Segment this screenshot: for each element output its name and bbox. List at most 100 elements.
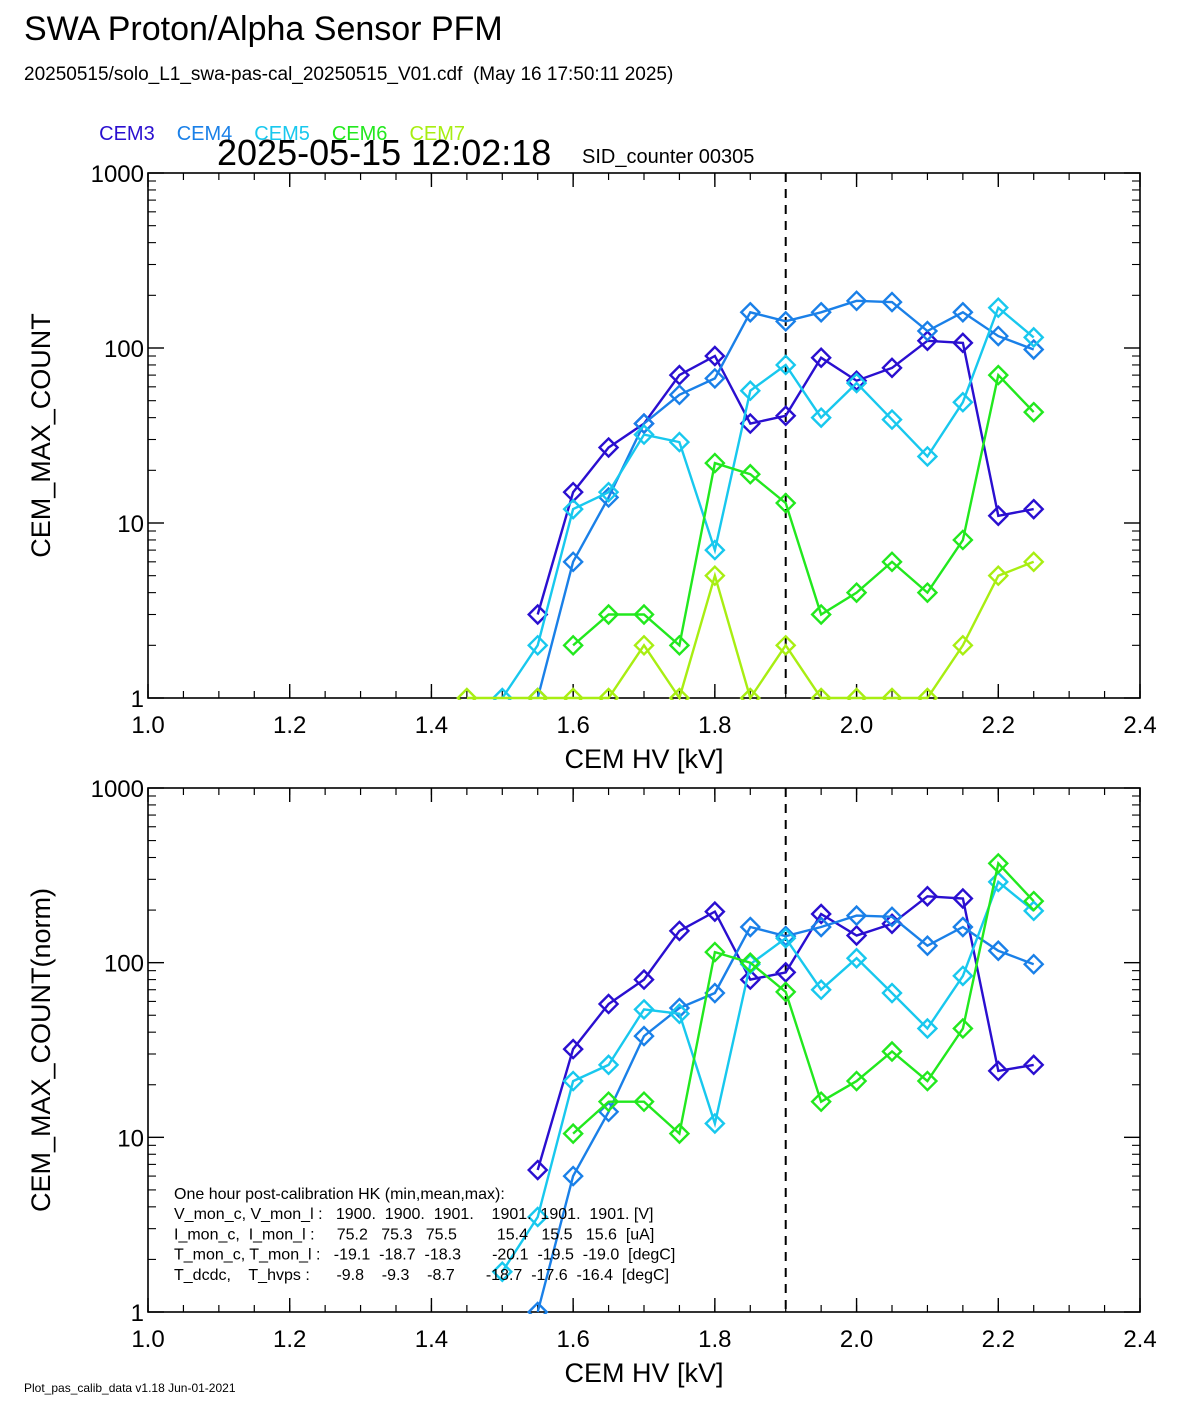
plot2-series-cem6-point [633,1090,655,1113]
plot2-series-cem5-point [491,1261,513,1283]
plot1-series-cem7-point [987,564,1009,587]
plot1-series-cem5-point [775,354,797,376]
plot2-series-cem3-point [597,993,620,1015]
plot1-yaxis-label: CEM_MAX_COUNT [26,313,56,558]
plot2-series-cem5-point [881,982,903,1004]
plot1-series-cem4-point [668,384,691,406]
hk-text-line: I_mon_c, I_mon_l : 75.2 75.3 75.5 15.4 1… [174,1226,654,1243]
plot1-ytick-label: 100 [104,336,144,363]
plot2-series-cem5-point [597,1054,620,1076]
plot2-series-cem5-point [916,1017,939,1040]
plot1-series-cem5-point [527,634,549,657]
plot1-series-cem4-point [633,412,655,435]
plot2-series-cem3-point [704,900,726,923]
plot2-xaxis-label: CEM HV [kV] [564,1358,723,1388]
plot2-series-cem3-point [668,920,691,942]
plot1-series-cem7-point [633,634,655,657]
plot2-series-cem4-point [704,982,726,1004]
plot2-series-cem6-point [668,1122,691,1145]
plot1-series-cem4-point [1023,338,1045,361]
plot1-xtick-label: 2.4 [1123,712,1156,739]
plot2-series-cem4-point [810,916,832,938]
hk-text-line: T_dcdc, T_hvps : -9.8 -9.3 -8.7 -18.7 -1… [174,1267,669,1284]
plot2-series-cem4-point [775,925,797,947]
plot1-series-cem5-point [739,380,761,402]
plot1-ytick-label: 1 [131,686,144,713]
plot1-xtick-label: 1.4 [415,712,448,739]
plot1-series-cem5-point [987,296,1009,319]
plot1-series-cem6-line [572,372,1035,648]
plot2-series-cem3-point [1023,1054,1045,1076]
plot1-xtick-label: 1.8 [698,712,731,739]
plot1-series-cem4-point [987,325,1009,347]
timestamp: 2025-05-15 12:02:18 [217,132,552,173]
plot2-series-cem4-point [1023,953,1045,975]
plot1-series-cem7-point [527,687,549,700]
plot1-series-cem7-point [952,634,974,657]
plot2-series-cem4-point [916,935,939,957]
plot2-series-cem3-point [916,885,939,907]
hk-text-line: One hour post-calibration HK (min,mean,m… [174,1186,505,1203]
plot1-series-cem4-point [881,291,903,313]
plot1-xaxis-label: CEM HV [kV] [564,744,723,774]
plot1-series-cem6-point [845,581,868,604]
plot1-series-cem7-point [845,687,868,700]
plot2-series-cem4-point [845,904,868,927]
plot1-series-cem5-point [704,539,726,561]
legend-item-cem4: CEM4 [176,123,233,145]
file-subtitle: 20250515/solo_L1_swa-pas-cal_20250515_V0… [24,64,674,85]
plot2-series-cem6-point [775,981,797,1003]
plot2-series-cem3-line [536,895,1034,1171]
plot2-series-cem3-point [739,968,761,991]
plot1-xtick-label: 1.0 [131,712,164,739]
plot2-series-cem4-point [527,1301,549,1314]
plot2-xtick-label: 2.0 [840,1326,873,1353]
plot2-series-cem5-point [633,998,655,1021]
plot1-series-cem4-point [916,320,939,342]
sid-counter: SID_counter 00305 [582,146,755,168]
plot2-series-cem4-point [739,916,761,938]
plot1-series-cem6-point [952,529,974,551]
plot1-series-cem3-line [536,339,1034,615]
plot2-series-cem6-point [987,852,1009,875]
legend-item-cem3: CEM3 [99,123,155,145]
plot1-series-cem4-point [810,301,832,323]
plot1-series-cem7-point [456,687,478,700]
plot1-series-cem6-point [1023,401,1045,423]
plot1-series-cem3-point [775,405,797,427]
plot1-series-cem7-point [597,687,620,700]
plot2-series-cem6-point [739,951,761,974]
plot1-series-cem6-point [633,603,655,626]
plot1-series-cem7-point [775,634,797,657]
plot1-series-cem3-point [845,370,868,392]
plot2-series-cem4-point [952,916,974,938]
plot2-ytick-label: 1000 [91,776,144,803]
plot1-series-cem5-point [1023,326,1045,349]
plot1-series-cem7-line [466,560,1035,700]
plot1-series-cem7-point [810,687,832,700]
plot1-series-cem6-point [739,463,761,485]
plot1-ytick-label: 1000 [91,161,144,188]
plot1-xtick-label: 2.0 [840,712,873,739]
plot1-series-cem4-point [562,551,584,573]
plot1-series-cem3-point [527,603,549,626]
plot1-series-cem6-point [704,452,726,474]
plot2-series-cem6-point [845,1070,868,1092]
plot2-series-cem4-point [881,906,903,928]
plot2-series-cem6-point [881,1040,903,1063]
footer-version: Plot_pas_calib_data v1.18 Jun-01-2021 [24,1381,236,1395]
plot1-series-cem4-point [775,310,797,333]
plot2-series-cem5-point [987,871,1009,893]
plot2-series-cem5-point [1023,900,1045,922]
plot1-series-cem5-point [845,372,868,394]
plot2-series-cem3-point [952,887,974,910]
plot1-series-cem5-point [597,481,620,503]
plot1-series-cem4-point [845,290,868,312]
plot1-xtick-label: 1.2 [273,712,306,739]
plot1-series-cem5-point [562,498,584,520]
plot1-series-cem3-point [1023,498,1045,520]
plot2-series-cem6-point [597,1090,620,1113]
plot1-series-cem7-point [562,687,584,700]
plot1-series-cem6-point [775,492,797,514]
plot2-series-cem5-point [562,1070,584,1092]
